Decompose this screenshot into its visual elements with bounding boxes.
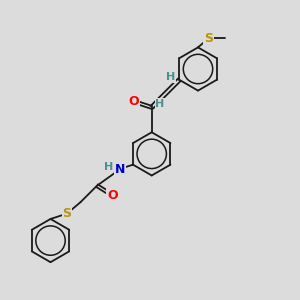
Text: H: H — [155, 99, 165, 109]
Text: O: O — [128, 95, 139, 109]
Text: N: N — [115, 163, 125, 176]
Text: H: H — [104, 162, 114, 172]
Text: H: H — [166, 72, 176, 82]
Text: S: S — [204, 32, 213, 45]
Text: S: S — [62, 207, 71, 220]
Text: O: O — [107, 189, 118, 202]
